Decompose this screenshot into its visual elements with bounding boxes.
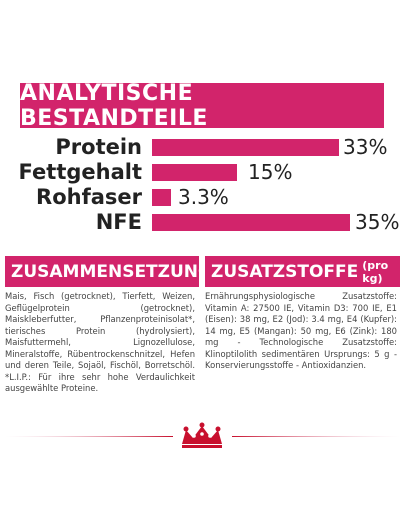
- analysis-title: ANALYTISCHE BESTANDTEILE: [20, 80, 208, 131]
- nutrient-label: Rohfaser: [36, 185, 142, 209]
- nutrient-value: 3.3%: [178, 185, 229, 209]
- nutrient-label: Protein: [55, 135, 142, 159]
- nutrient-row-fiber: Rohfaser 3.3%: [0, 184, 405, 210]
- crown-icon: [182, 422, 222, 448]
- nutrient-bar: [152, 189, 171, 206]
- composition-text: Mais, Fisch (getrocknet), Tierfett, Weiz…: [5, 291, 195, 393]
- nutrient-value: 33%: [343, 135, 388, 159]
- composition-title: ZUSAMMENSETZUNG: [11, 261, 212, 282]
- nutrient-value: 35%: [355, 210, 400, 234]
- nutrient-bar: [152, 139, 339, 156]
- right-divider: [232, 436, 400, 437]
- analysis-banner: ANALYTISCHE BESTANDTEILE: [20, 80, 384, 131]
- nutrient-label: NFE: [95, 210, 142, 234]
- nutrient-row-nfe: NFE 35%: [0, 209, 405, 235]
- nutrient-label: Fettgehalt: [18, 160, 142, 184]
- nutrient-bar: [152, 214, 350, 231]
- nutrient-row-fat: Fettgehalt 15%: [0, 159, 405, 185]
- nutrient-value: 15%: [248, 160, 293, 184]
- nutrient-bar: [152, 164, 237, 181]
- additives-text: Ernährungsphysiologische Zusatzstoffe: V…: [205, 291, 397, 370]
- nutrient-row-protein: Protein 33%: [0, 134, 405, 160]
- additives-header: ZUSATZSTOFFE (pro kg): [205, 256, 400, 287]
- left-divider: [5, 436, 173, 437]
- composition-header: ZUSAMMENSETZUNG: [5, 256, 212, 287]
- additives-title-suffix: (pro kg): [362, 258, 389, 285]
- additives-title: ZUSATZSTOFFE: [211, 261, 359, 282]
